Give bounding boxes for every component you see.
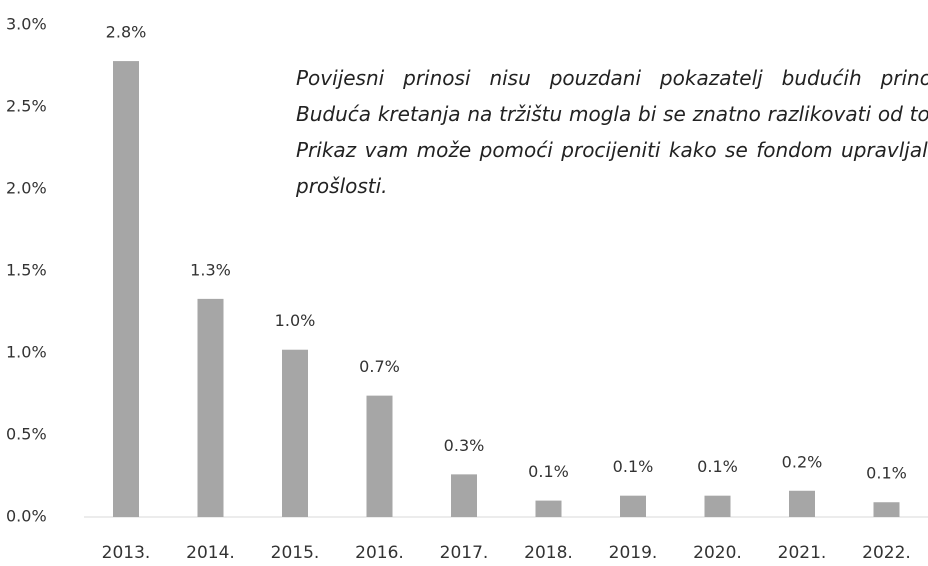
value-label: 0.1% (697, 457, 738, 476)
annotation: Povijesni prinosi nisu pouzdani pokazate… (296, 66, 928, 198)
x-tick-label: 2018. (524, 543, 573, 563)
bar (451, 474, 477, 517)
x-tick-label: 2020. (693, 543, 742, 563)
value-label: 0.1% (613, 457, 654, 476)
value-label: 0.1% (866, 464, 907, 483)
x-tick-label: 2015. (271, 543, 320, 563)
value-label: 0.7% (359, 357, 400, 376)
y-tick-label: 1.0% (6, 343, 47, 362)
y-tick-label: 3.0% (6, 15, 47, 34)
y-tick-label: 2.0% (6, 179, 47, 198)
bar (282, 349, 308, 517)
y-tick-label: 0.0% (6, 507, 47, 526)
bar (197, 298, 224, 517)
bar (366, 395, 393, 517)
bar (535, 500, 562, 517)
value-label: 1.0% (275, 311, 316, 330)
bar (873, 502, 900, 517)
x-tick-label: 2022. (862, 543, 911, 563)
value-label: 0.1% (528, 462, 569, 481)
bar (113, 61, 139, 517)
x-tick-label: 2021. (778, 543, 827, 563)
bar (620, 495, 646, 517)
y-tick-label: 1.5% (6, 261, 47, 280)
value-label: 0.2% (782, 452, 823, 471)
x-tick-label: 2019. (609, 543, 658, 563)
value-label: 1.3% (190, 260, 231, 279)
x-tick-label: 2016. (355, 543, 404, 563)
bar (704, 495, 731, 517)
y-tick-label: 0.5% (6, 425, 47, 444)
y-tick-label: 2.5% (6, 97, 47, 116)
x-tick-label: 2013. (102, 543, 151, 563)
value-label: 2.8% (106, 23, 147, 42)
x-tick-label: 2017. (440, 543, 489, 563)
value-label: 0.3% (444, 436, 485, 455)
x-tick-label: 2014. (186, 543, 235, 563)
bar (789, 490, 815, 517)
annotation-box: Povijesni prinosi nisu pouzdani pokazate… (296, 60, 928, 240)
